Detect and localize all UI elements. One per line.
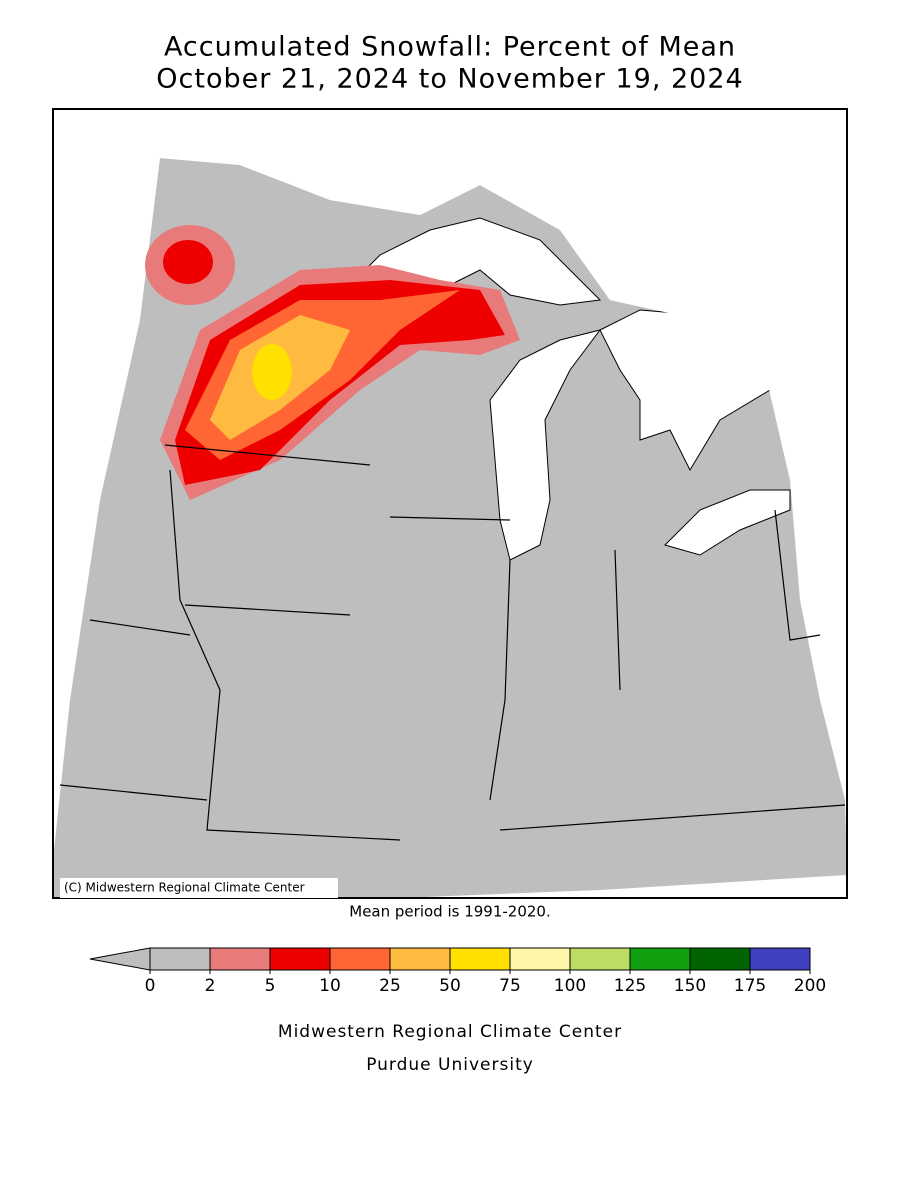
colorbar-label: 175 xyxy=(734,976,766,996)
colorbar-label: 0 xyxy=(145,976,156,996)
footer-org: Midwestern Regional Climate Center xyxy=(278,1022,622,1042)
lake-erie xyxy=(664,489,791,556)
colorbar-segment xyxy=(569,947,631,971)
colorbar-label: 50 xyxy=(439,976,461,996)
colorbar-segment xyxy=(269,947,331,971)
map-frame xyxy=(52,108,848,899)
colorbar-label: 100 xyxy=(554,976,586,996)
colorbar-segment xyxy=(509,947,571,971)
subtitle: October 21, 2024 to November 19, 2024 xyxy=(156,64,743,95)
colorbar-label: 25 xyxy=(379,976,401,996)
colorbar-segment xyxy=(689,947,751,971)
colorbar-segment xyxy=(209,947,271,971)
colorbar-label: 2 xyxy=(205,976,216,996)
snow-area xyxy=(163,240,213,284)
colorbar-label: 75 xyxy=(499,976,521,996)
colorbar-segment xyxy=(389,947,451,971)
colorbar-under xyxy=(89,947,151,971)
map: (C) Midwestern Regional Climate Center xyxy=(52,108,848,899)
colorbar-segment xyxy=(149,947,211,971)
colorbar-label: 5 xyxy=(265,976,276,996)
colorbar-segment xyxy=(329,947,391,971)
colorbar-label: 150 xyxy=(674,976,706,996)
colorbar-label: 10 xyxy=(319,976,341,996)
title: Accumulated Snowfall: Percent of Mean xyxy=(164,32,736,63)
footer-university: Purdue University xyxy=(366,1055,534,1075)
state-borders xyxy=(59,444,846,841)
mean-period-note: Mean period is 1991-2020. xyxy=(349,903,550,921)
copyright: (C) Midwestern Regional Climate Center xyxy=(64,881,305,895)
colorbar-segment xyxy=(449,947,511,971)
colorbar-segment xyxy=(749,947,811,971)
land-north xyxy=(160,109,847,480)
colorbar: 0 2 5 10 25 50 75 100 125 150 175 200 xyxy=(89,947,826,996)
colorbar-label: 200 xyxy=(794,976,826,996)
colorbar-label: 125 xyxy=(614,976,646,996)
copyright-box xyxy=(60,878,338,898)
snow-area xyxy=(252,344,292,400)
lake-michigan xyxy=(489,329,602,561)
colorbar-segment xyxy=(629,947,691,971)
